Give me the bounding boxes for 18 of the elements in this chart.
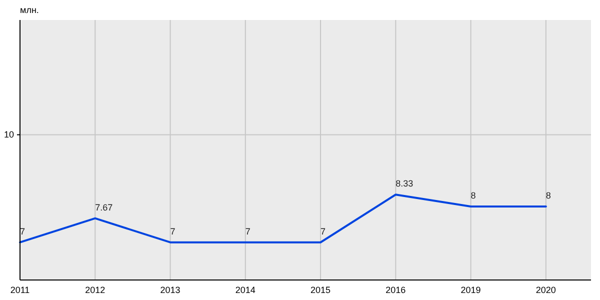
x-tick-label: 2019 <box>460 285 481 295</box>
data-label: 7 <box>170 226 176 236</box>
x-tick-label: 2015 <box>310 285 331 295</box>
x-tick-label: 2020 <box>536 285 556 295</box>
data-label: 8 <box>546 190 551 200</box>
y-axis-title: млн. <box>20 5 39 15</box>
x-tick-label: 2012 <box>85 285 106 295</box>
x-tick-label: 2016 <box>386 285 406 295</box>
data-label: 8 <box>470 190 476 200</box>
data-label: 7.67 <box>95 202 113 212</box>
ref-line-label: 10 <box>4 130 14 140</box>
x-tick-label: 2011 <box>10 285 30 295</box>
data-label: 8.33 <box>396 178 414 189</box>
data-label: 7 <box>245 226 250 236</box>
data-label: 7 <box>320 226 326 236</box>
x-tick-label: 2013 <box>160 285 180 295</box>
data-label: 7 <box>20 226 26 236</box>
x-tick-label: 2014 <box>235 285 256 295</box>
